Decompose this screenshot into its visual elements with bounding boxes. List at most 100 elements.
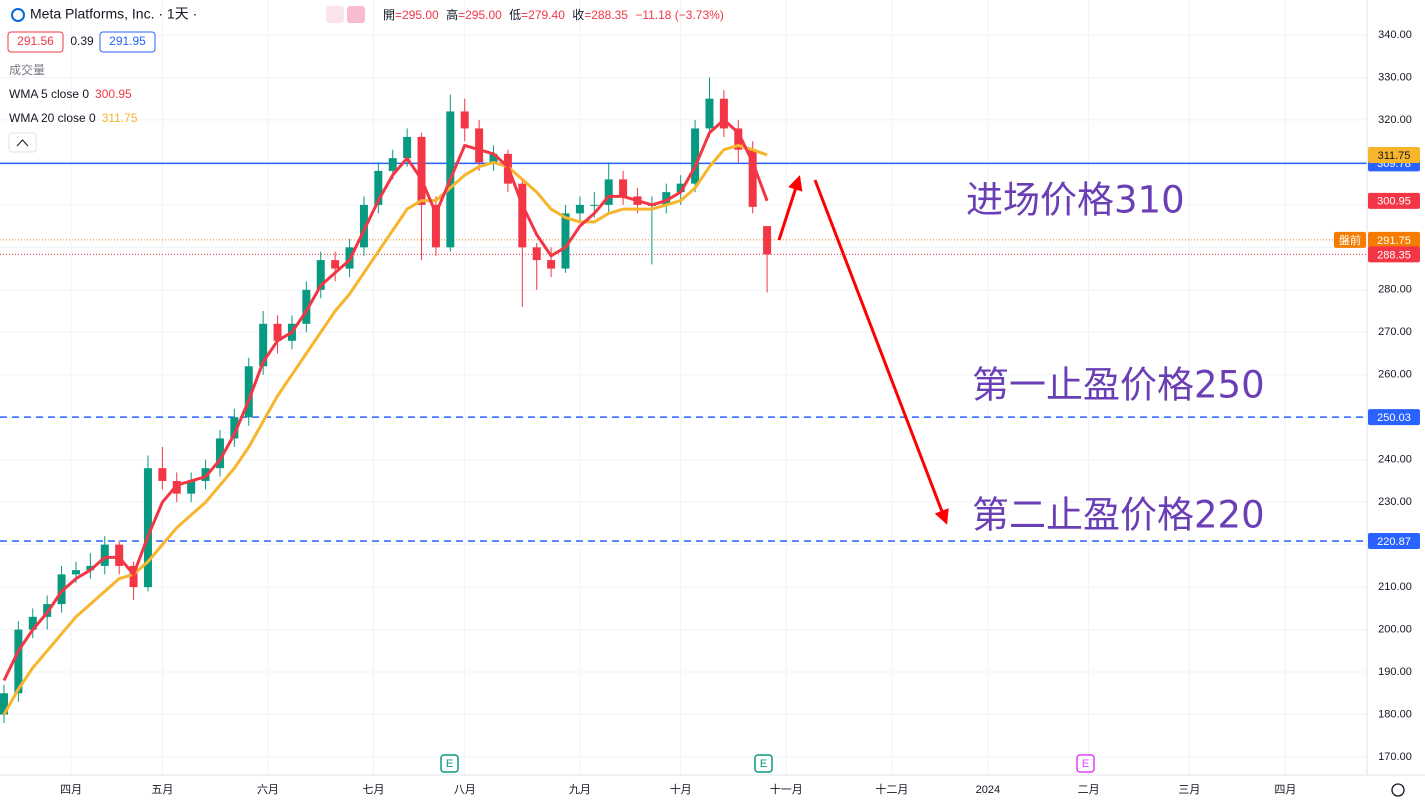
y-tick-label: 280.00 <box>1378 284 1412 296</box>
y-tick-label: 240.00 <box>1378 454 1412 466</box>
price-tag <box>1368 146 1420 163</box>
candle-body <box>187 480 196 494</box>
y-tick-label: 210.00 <box>1378 581 1412 593</box>
candle-body <box>302 289 311 324</box>
candle-body <box>273 323 282 341</box>
candle-body <box>475 128 484 163</box>
price-tag-label: 291.75 <box>1377 235 1411 247</box>
event-label: E <box>760 758 767 770</box>
y-tick-label: 200.00 <box>1378 623 1412 635</box>
candle-body <box>547 260 556 269</box>
ohlc-key: 低 <box>509 8 521 22</box>
y-tick-label: 260.00 <box>1378 369 1412 381</box>
annotation: 第一止盈价格250 <box>972 364 1265 407</box>
grid <box>0 0 1367 775</box>
event-label: E <box>1082 758 1089 770</box>
candle-body <box>763 226 772 255</box>
x-tick-label: 十一月 <box>770 782 803 796</box>
candle-body <box>0 693 8 715</box>
x-tick-label: 五月 <box>151 784 173 796</box>
candle-body <box>143 468 152 588</box>
candle-body <box>431 204 440 248</box>
ohlc: 開=295.00 高=295.00 低=279.40 收=288.35 −11.… <box>383 7 724 22</box>
indicator: WMA 20 close 0 311.75 <box>9 111 138 125</box>
symbol: Meta Platforms, Inc. · 1天 · <box>30 6 197 22</box>
y-tick-label: 340.00 <box>1378 29 1412 41</box>
y-tick-label: 170.00 <box>1378 751 1412 763</box>
candle-body <box>403 136 412 159</box>
candle-body <box>676 183 685 193</box>
price-tag <box>1368 192 1420 209</box>
candle-body <box>215 438 224 469</box>
price-tag-label: 220.87 <box>1377 536 1411 548</box>
price-tag <box>1368 532 1420 549</box>
price-tag-label: 300.95 <box>1377 196 1411 208</box>
candle-body <box>129 565 138 588</box>
ohlc-value: =295.00 <box>458 8 502 22</box>
ohlc-value: =288.35 <box>584 8 628 22</box>
bid-box[interactable] <box>7 31 64 53</box>
annotation: 第二止盈价格220 <box>972 494 1265 537</box>
volume-label: 成交量 <box>9 62 45 77</box>
candle-body <box>57 574 66 605</box>
indicator-value: 300.95 <box>95 87 132 101</box>
price-tag <box>1368 409 1420 426</box>
candle-body <box>331 260 340 269</box>
premarket-label: 盤前 <box>1339 233 1361 247</box>
spread: 0.39 <box>70 34 94 48</box>
candle-body <box>460 111 469 129</box>
bid: 291.56 <box>17 34 54 48</box>
candle-body <box>719 98 728 129</box>
x-tick-label: 四月 <box>1274 784 1296 796</box>
earnings-marker[interactable]: E <box>1076 754 1095 773</box>
candles <box>0 77 772 724</box>
price-tag-label: 250.03 <box>1377 412 1411 424</box>
icon[interactable] <box>347 6 365 23</box>
candle-body <box>259 323 268 367</box>
ask: 291.95 <box>109 34 146 48</box>
price-tags: 309.78250.03220.87311.75300.95291.75盤前28… <box>1334 146 1420 549</box>
ohlc-key: 高 <box>446 7 458 22</box>
indicator-name: WMA 20 close 0 <box>9 111 96 125</box>
icon[interactable] <box>326 6 344 23</box>
x-tick-label: 七月 <box>363 783 385 796</box>
x-tick-label: 六月 <box>257 783 279 796</box>
earnings-marker[interactable]: E <box>754 754 773 773</box>
price-tag-label: 288.35 <box>1377 249 1411 261</box>
candle-body <box>604 179 613 205</box>
logo <box>11 8 25 22</box>
indicator-name: WMA 5 close 0 <box>9 87 89 101</box>
candle-body <box>100 544 109 566</box>
wma-line <box>2 118 769 682</box>
premarket-tag <box>1334 231 1366 248</box>
candle-body <box>374 170 383 205</box>
earnings-marker[interactable]: E <box>440 754 459 773</box>
candle-body <box>518 183 527 248</box>
x-tick-label: 九月 <box>569 783 591 796</box>
settings-icon[interactable] <box>1391 783 1405 797</box>
candle-body <box>14 629 23 694</box>
candle-body <box>575 204 584 214</box>
candle-body <box>691 128 700 184</box>
collapse-button[interactable] <box>8 132 37 153</box>
y-tick-label: 190.00 <box>1378 666 1412 678</box>
indicator: WMA 5 close 0 300.95 <box>9 87 132 101</box>
levels <box>0 162 1367 542</box>
ask-box[interactable] <box>99 31 156 53</box>
x-tick-label: 十月 <box>670 782 692 796</box>
candle-body <box>532 247 541 261</box>
candle-body <box>734 128 743 150</box>
candle-body <box>388 158 397 171</box>
candle-body <box>86 565 95 571</box>
candle-body <box>158 468 167 481</box>
candle-body <box>662 192 671 205</box>
ohlc-value: =279.40 <box>521 8 565 22</box>
candle-body <box>748 149 757 207</box>
annotation: 进场价格310 <box>966 179 1185 222</box>
candle-body <box>417 136 426 205</box>
arrow <box>777 175 803 241</box>
candle-body <box>489 153 498 163</box>
y-tick-label: 330.00 <box>1378 71 1412 83</box>
